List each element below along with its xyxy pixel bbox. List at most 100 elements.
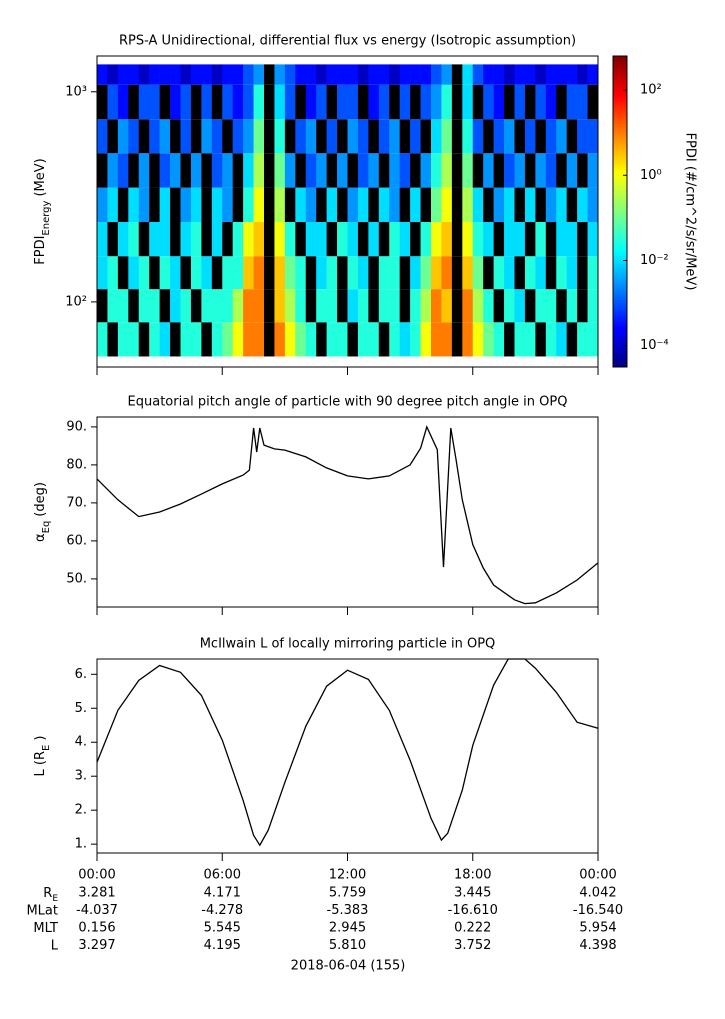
heatmap-cell bbox=[420, 222, 432, 257]
heatmap-cell bbox=[566, 84, 578, 120]
row-value: 3.752 bbox=[454, 938, 491, 953]
heatmap-cell bbox=[514, 187, 526, 223]
heatmap-cell bbox=[274, 64, 286, 85]
heatmap-cell bbox=[524, 64, 536, 85]
heatmap-cell bbox=[556, 84, 567, 120]
heatmap-cell bbox=[326, 119, 338, 154]
heatmap-cell bbox=[97, 256, 108, 290]
heatmap-cell bbox=[493, 289, 505, 323]
heatmap-cell bbox=[274, 256, 286, 290]
y-tick-label: 2. bbox=[75, 803, 87, 818]
heatmap-cell bbox=[483, 153, 494, 188]
heatmap-cell bbox=[180, 187, 192, 223]
heatmap-cell bbox=[514, 256, 526, 290]
heatmap-cell bbox=[524, 84, 536, 120]
y-tick-label: 70. bbox=[66, 495, 87, 510]
heatmap-cell bbox=[451, 222, 463, 257]
heatmap-cell bbox=[504, 289, 515, 323]
heatmap-cell bbox=[107, 84, 119, 120]
colorbar-swatch bbox=[613, 180, 627, 184]
heatmap-cell bbox=[472, 187, 484, 223]
colorbar-swatch bbox=[613, 92, 627, 96]
heatmap-cell bbox=[524, 153, 536, 188]
heatmap-cell bbox=[337, 119, 348, 154]
heatmap-cell bbox=[232, 64, 244, 85]
heatmap-cell bbox=[410, 289, 421, 323]
heatmap-cell bbox=[462, 289, 474, 323]
heatmap-cell bbox=[295, 119, 307, 154]
colorbar-swatch bbox=[613, 299, 627, 303]
heatmap-cell bbox=[483, 84, 494, 120]
heatmap-cell bbox=[117, 222, 129, 257]
row-value: 3.445 bbox=[454, 886, 491, 901]
colorbar-swatch bbox=[613, 146, 627, 150]
row-value: 5.759 bbox=[329, 886, 366, 901]
row-value: 0.156 bbox=[78, 921, 115, 936]
heatmap-cell bbox=[149, 256, 160, 290]
heatmap-cell bbox=[587, 322, 599, 357]
colorbar-swatch bbox=[613, 341, 627, 345]
heatmap-cell bbox=[284, 322, 296, 357]
heatmap-cell bbox=[149, 153, 160, 188]
heatmap-cell bbox=[441, 153, 453, 188]
heatmap-cell bbox=[190, 187, 202, 223]
heatmap-cell bbox=[441, 187, 453, 223]
heatmap-cell bbox=[514, 322, 526, 357]
colorbar-swatch bbox=[613, 364, 627, 368]
heatmap-cell bbox=[211, 119, 223, 154]
heatmap-cell bbox=[357, 84, 369, 120]
panel-title: McIlwain L of locally mirroring particle… bbox=[200, 637, 496, 652]
colorbar-swatch bbox=[613, 227, 627, 231]
heatmap-cell bbox=[170, 322, 181, 357]
heatmap-cell bbox=[232, 119, 244, 154]
colorbar-swatch bbox=[613, 330, 627, 334]
colorbar-swatch bbox=[613, 177, 627, 181]
row-value: 5.545 bbox=[204, 921, 241, 936]
heatmap-cell bbox=[524, 187, 536, 223]
heatmap-cell bbox=[305, 84, 317, 120]
heatmap-cell bbox=[180, 322, 192, 357]
heatmap-cell bbox=[378, 222, 390, 257]
heatmap-cell bbox=[368, 64, 380, 85]
heatmap-cell bbox=[441, 222, 453, 257]
colorbar-swatch bbox=[613, 76, 627, 80]
row-value: 4.042 bbox=[579, 886, 616, 901]
colorbar-swatch bbox=[613, 328, 627, 332]
heatmap-cell bbox=[97, 222, 108, 257]
colorbar-swatch bbox=[613, 74, 627, 78]
heatmap-cell bbox=[556, 153, 567, 188]
heatmap-cell bbox=[410, 187, 421, 223]
colorbar-swatch bbox=[613, 291, 627, 295]
y-tick-label: 4. bbox=[75, 735, 87, 750]
heatmap-cell bbox=[545, 119, 557, 154]
heatmap-cell bbox=[566, 322, 578, 357]
heatmap-cell bbox=[462, 187, 474, 223]
colorbar-swatch bbox=[613, 144, 627, 148]
row-value: 4.398 bbox=[579, 938, 616, 953]
heatmap-cell bbox=[97, 153, 108, 188]
y-tick-label: 60. bbox=[66, 533, 87, 548]
colorbar-swatch bbox=[613, 56, 627, 60]
row-label: L bbox=[51, 938, 59, 953]
colorbar-swatch bbox=[613, 206, 627, 210]
x-tick-label: 12:00 bbox=[329, 868, 366, 883]
row-value: 3.297 bbox=[78, 938, 115, 953]
heatmap-cell bbox=[420, 322, 432, 357]
colorbar-swatch bbox=[613, 273, 627, 277]
heatmap-cell bbox=[577, 222, 588, 257]
colorbar-label: FPDI (#/cm^2/s/sr/MeV) bbox=[683, 133, 698, 291]
colorbar-swatch bbox=[613, 294, 627, 298]
row-label-main: R bbox=[43, 886, 52, 901]
heatmap-cell bbox=[441, 84, 453, 120]
heatmap-cell bbox=[493, 222, 505, 257]
colorbar-swatch bbox=[613, 348, 627, 352]
heatmap-cell bbox=[305, 322, 317, 357]
heatmap-cell bbox=[504, 187, 515, 223]
colorbar-swatch bbox=[613, 338, 627, 342]
heatmap-cell bbox=[483, 187, 494, 223]
heatmap-cell bbox=[201, 222, 213, 257]
colorbar-swatch bbox=[613, 105, 627, 109]
heatmap-cell bbox=[170, 84, 181, 120]
colorbar-tick-label: 10⁻⁴ bbox=[640, 338, 669, 353]
heatmap-cell bbox=[420, 119, 432, 154]
